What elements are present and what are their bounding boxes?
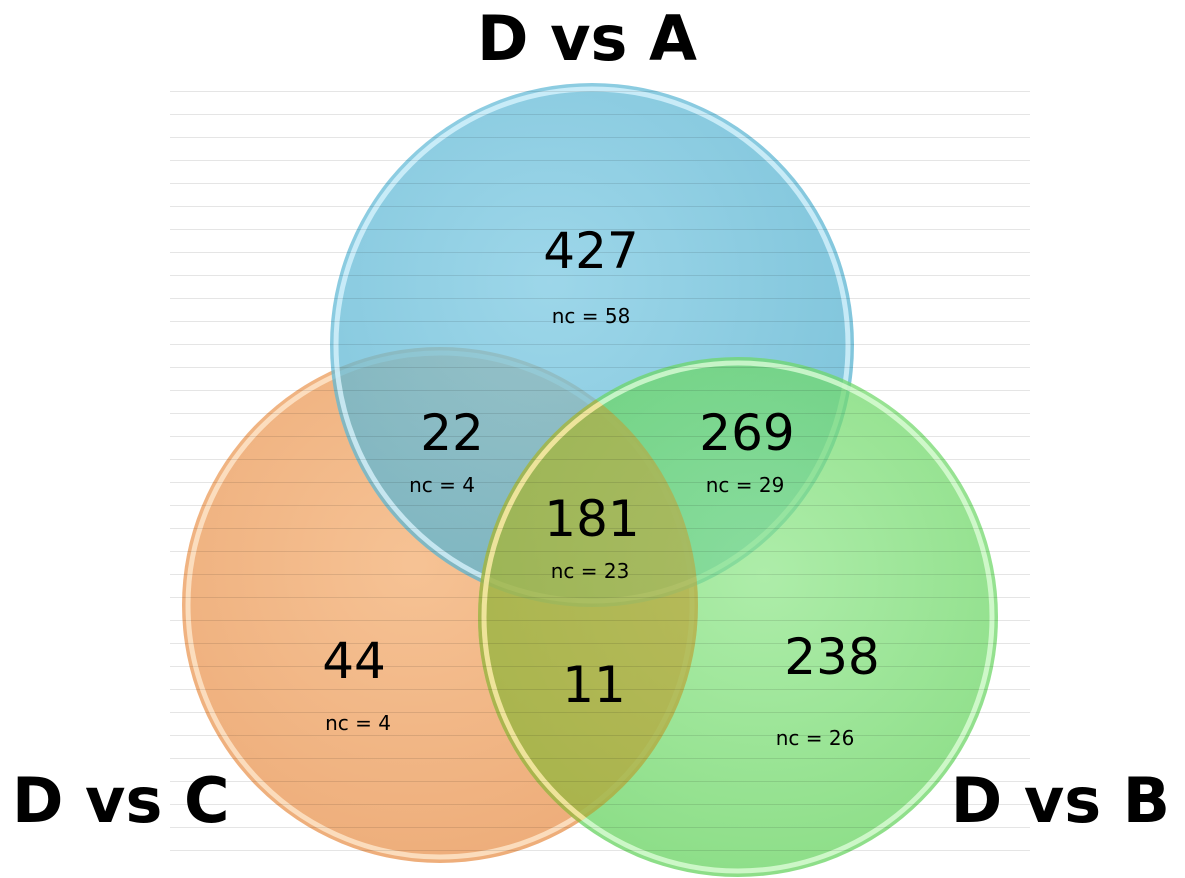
region-a-c-count: 22 <box>420 404 484 462</box>
region-a-b-count: 269 <box>699 404 794 462</box>
region-b-only-count: 238 <box>784 628 879 686</box>
region-a-only-count: 427 <box>543 222 638 280</box>
set-b-title: D vs B <box>951 764 1170 837</box>
region-b-c-count: 11 <box>562 656 626 714</box>
region-c-only-nc: nc = 4 <box>325 711 391 735</box>
region-a-c-nc: nc = 4 <box>409 473 475 497</box>
scanline-overlay <box>170 80 1030 870</box>
region-a-b-c-count: 181 <box>544 490 639 548</box>
region-a-b-c-nc: nc = 23 <box>551 559 630 583</box>
region-b-only-nc: nc = 26 <box>776 726 855 750</box>
region-c-only-count: 44 <box>322 632 386 690</box>
set-a-title: D vs A <box>477 2 697 75</box>
set-c-title: D vs C <box>12 764 229 837</box>
region-a-only-nc: nc = 58 <box>552 304 631 328</box>
region-a-b-nc: nc = 29 <box>706 473 785 497</box>
